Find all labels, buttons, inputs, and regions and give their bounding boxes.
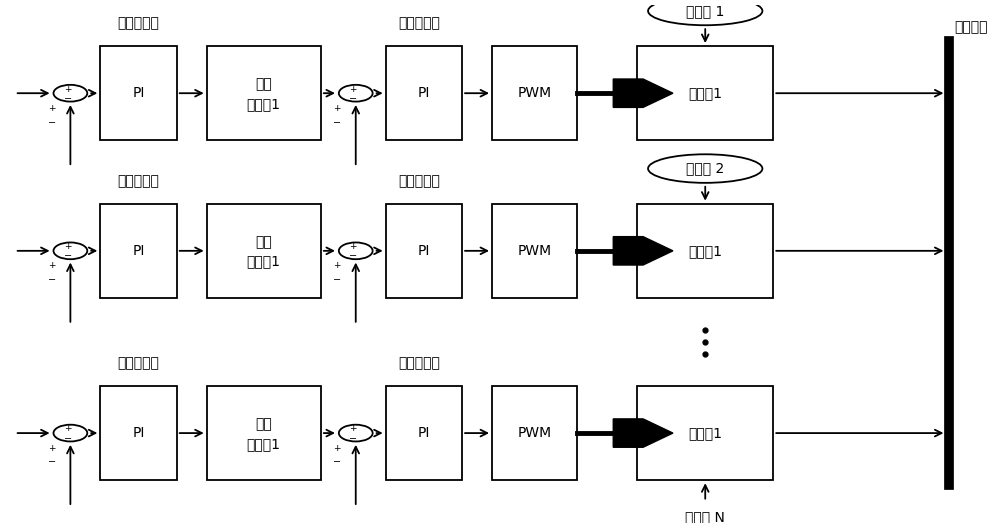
Text: 滤波大1: 滤波大1 xyxy=(247,437,281,451)
Text: 直流母线: 直流母线 xyxy=(954,20,988,34)
Bar xyxy=(492,47,577,140)
Text: +: + xyxy=(48,444,56,452)
Text: 电压调节器: 电压调节器 xyxy=(118,357,159,370)
Ellipse shape xyxy=(648,154,762,183)
Text: PWM: PWM xyxy=(518,86,552,100)
Text: −: − xyxy=(349,434,357,444)
Bar xyxy=(637,204,773,298)
Text: 变换大1: 变换大1 xyxy=(688,244,722,258)
Text: 滤波大1: 滤波大1 xyxy=(247,97,281,111)
Text: 变换大1: 变换大1 xyxy=(688,426,722,440)
Text: −: − xyxy=(333,275,341,285)
Text: −: − xyxy=(64,94,72,104)
Text: +: + xyxy=(333,104,341,113)
Bar xyxy=(100,204,177,298)
Bar xyxy=(386,47,462,140)
Bar xyxy=(207,47,321,140)
Bar xyxy=(100,386,177,480)
FancyArrow shape xyxy=(613,419,673,447)
Text: PI: PI xyxy=(132,86,145,100)
Text: +: + xyxy=(64,242,72,251)
Text: +: + xyxy=(48,262,56,270)
Text: +: + xyxy=(333,262,341,270)
Text: PI: PI xyxy=(418,244,430,258)
Text: PI: PI xyxy=(418,426,430,440)
Text: +: + xyxy=(349,424,357,434)
Text: 变换大1: 变换大1 xyxy=(688,86,722,100)
Text: +: + xyxy=(333,444,341,452)
Circle shape xyxy=(339,85,373,101)
Text: PWM: PWM xyxy=(518,244,552,258)
Text: −: − xyxy=(64,434,72,444)
Text: 电压调节器: 电压调节器 xyxy=(118,174,159,188)
Text: 能量源 2: 能量源 2 xyxy=(686,162,724,176)
Ellipse shape xyxy=(648,503,762,523)
Text: +: + xyxy=(64,424,72,434)
Text: 能量源 1: 能量源 1 xyxy=(686,4,724,18)
Text: PI: PI xyxy=(132,244,145,258)
Text: −: − xyxy=(349,94,357,104)
Text: PI: PI xyxy=(132,426,145,440)
FancyArrow shape xyxy=(613,236,673,265)
Text: +: + xyxy=(349,242,357,251)
Bar xyxy=(637,47,773,140)
Text: −: − xyxy=(333,458,341,468)
Text: −: − xyxy=(48,118,56,128)
Text: +: + xyxy=(64,85,72,94)
Text: −: − xyxy=(333,118,341,128)
Circle shape xyxy=(53,243,87,259)
Circle shape xyxy=(53,425,87,441)
Circle shape xyxy=(53,85,87,101)
Text: 电压调节器: 电压调节器 xyxy=(118,17,159,31)
Text: −: − xyxy=(349,251,357,262)
Bar xyxy=(637,386,773,480)
Text: +: + xyxy=(48,104,56,113)
Bar xyxy=(100,47,177,140)
Text: 电流调节器: 电流调节器 xyxy=(398,357,440,370)
Text: PI: PI xyxy=(418,86,430,100)
Text: 低通: 低通 xyxy=(255,417,272,431)
Text: −: − xyxy=(48,275,56,285)
Text: −: − xyxy=(48,458,56,468)
Bar xyxy=(386,386,462,480)
Text: 电流调节器: 电流调节器 xyxy=(398,174,440,188)
Text: 滤波大1: 滤波大1 xyxy=(247,255,281,269)
Text: +: + xyxy=(349,85,357,94)
Bar xyxy=(492,204,577,298)
Bar xyxy=(207,386,321,480)
Bar xyxy=(492,386,577,480)
Bar xyxy=(207,204,321,298)
Text: 低通: 低通 xyxy=(255,77,272,92)
Text: 能量源 N: 能量源 N xyxy=(685,510,725,523)
Bar xyxy=(386,204,462,298)
Circle shape xyxy=(339,243,373,259)
Ellipse shape xyxy=(648,0,762,25)
Text: −: − xyxy=(64,251,72,262)
FancyArrow shape xyxy=(613,79,673,107)
Text: 低通: 低通 xyxy=(255,235,272,249)
Text: PWM: PWM xyxy=(518,426,552,440)
Text: 电流调节器: 电流调节器 xyxy=(398,17,440,31)
Circle shape xyxy=(339,425,373,441)
